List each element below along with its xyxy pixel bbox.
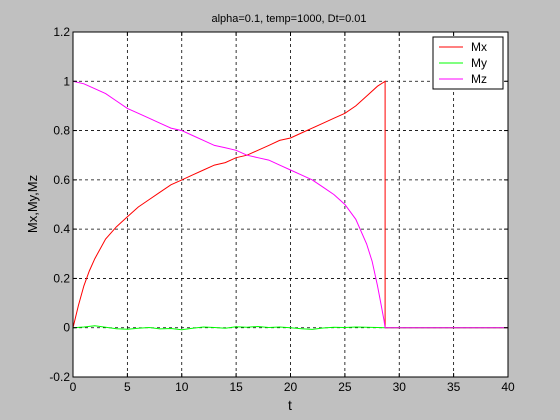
x-tick-label: 10 [175, 380, 189, 394]
x-tick-label: 20 [284, 380, 298, 394]
x-axis: 0 5 10 15 20 25 30 35 40 [70, 32, 515, 394]
y-tick-label: 0.6 [53, 173, 70, 187]
legend-label-mx: Mx [471, 40, 487, 54]
x-tick-label: 5 [124, 380, 131, 394]
x-tick-label: 35 [447, 380, 461, 394]
series-layer [72, 80, 508, 331]
x-tick-label: 25 [338, 380, 352, 394]
series-line-mx [72, 80, 508, 329]
y-axis-label: Mx,My,Mz [25, 175, 40, 233]
y-tick-label: 1.2 [53, 25, 70, 39]
x-tick-label: 30 [393, 380, 407, 394]
y-tick-label: 0.2 [53, 271, 70, 285]
legend-label-my: My [471, 56, 487, 70]
legend-label-mz: Mz [471, 72, 487, 86]
series-line-my [72, 325, 508, 331]
y-tick-label: 0 [63, 321, 70, 335]
y-tick-label: 0.4 [53, 222, 70, 236]
x-axis-label: t [288, 397, 292, 413]
chart-title: alpha=0.1, temp=1000, Dt=0.01 [211, 13, 366, 25]
x-tick-label: 15 [229, 380, 243, 394]
y-tick-label: 1 [63, 74, 70, 88]
x-tick-label: 40 [501, 380, 515, 394]
x-tick-label: 0 [70, 380, 77, 394]
legend: Mx My Mz [432, 36, 504, 90]
y-axis: -0.2 0 0.2 0.4 0.6 0.8 1 1.2 [49, 25, 508, 384]
series-line-mz [72, 80, 508, 329]
y-tick-label: -0.2 [49, 370, 70, 384]
y-tick-label: 0.8 [53, 124, 70, 138]
